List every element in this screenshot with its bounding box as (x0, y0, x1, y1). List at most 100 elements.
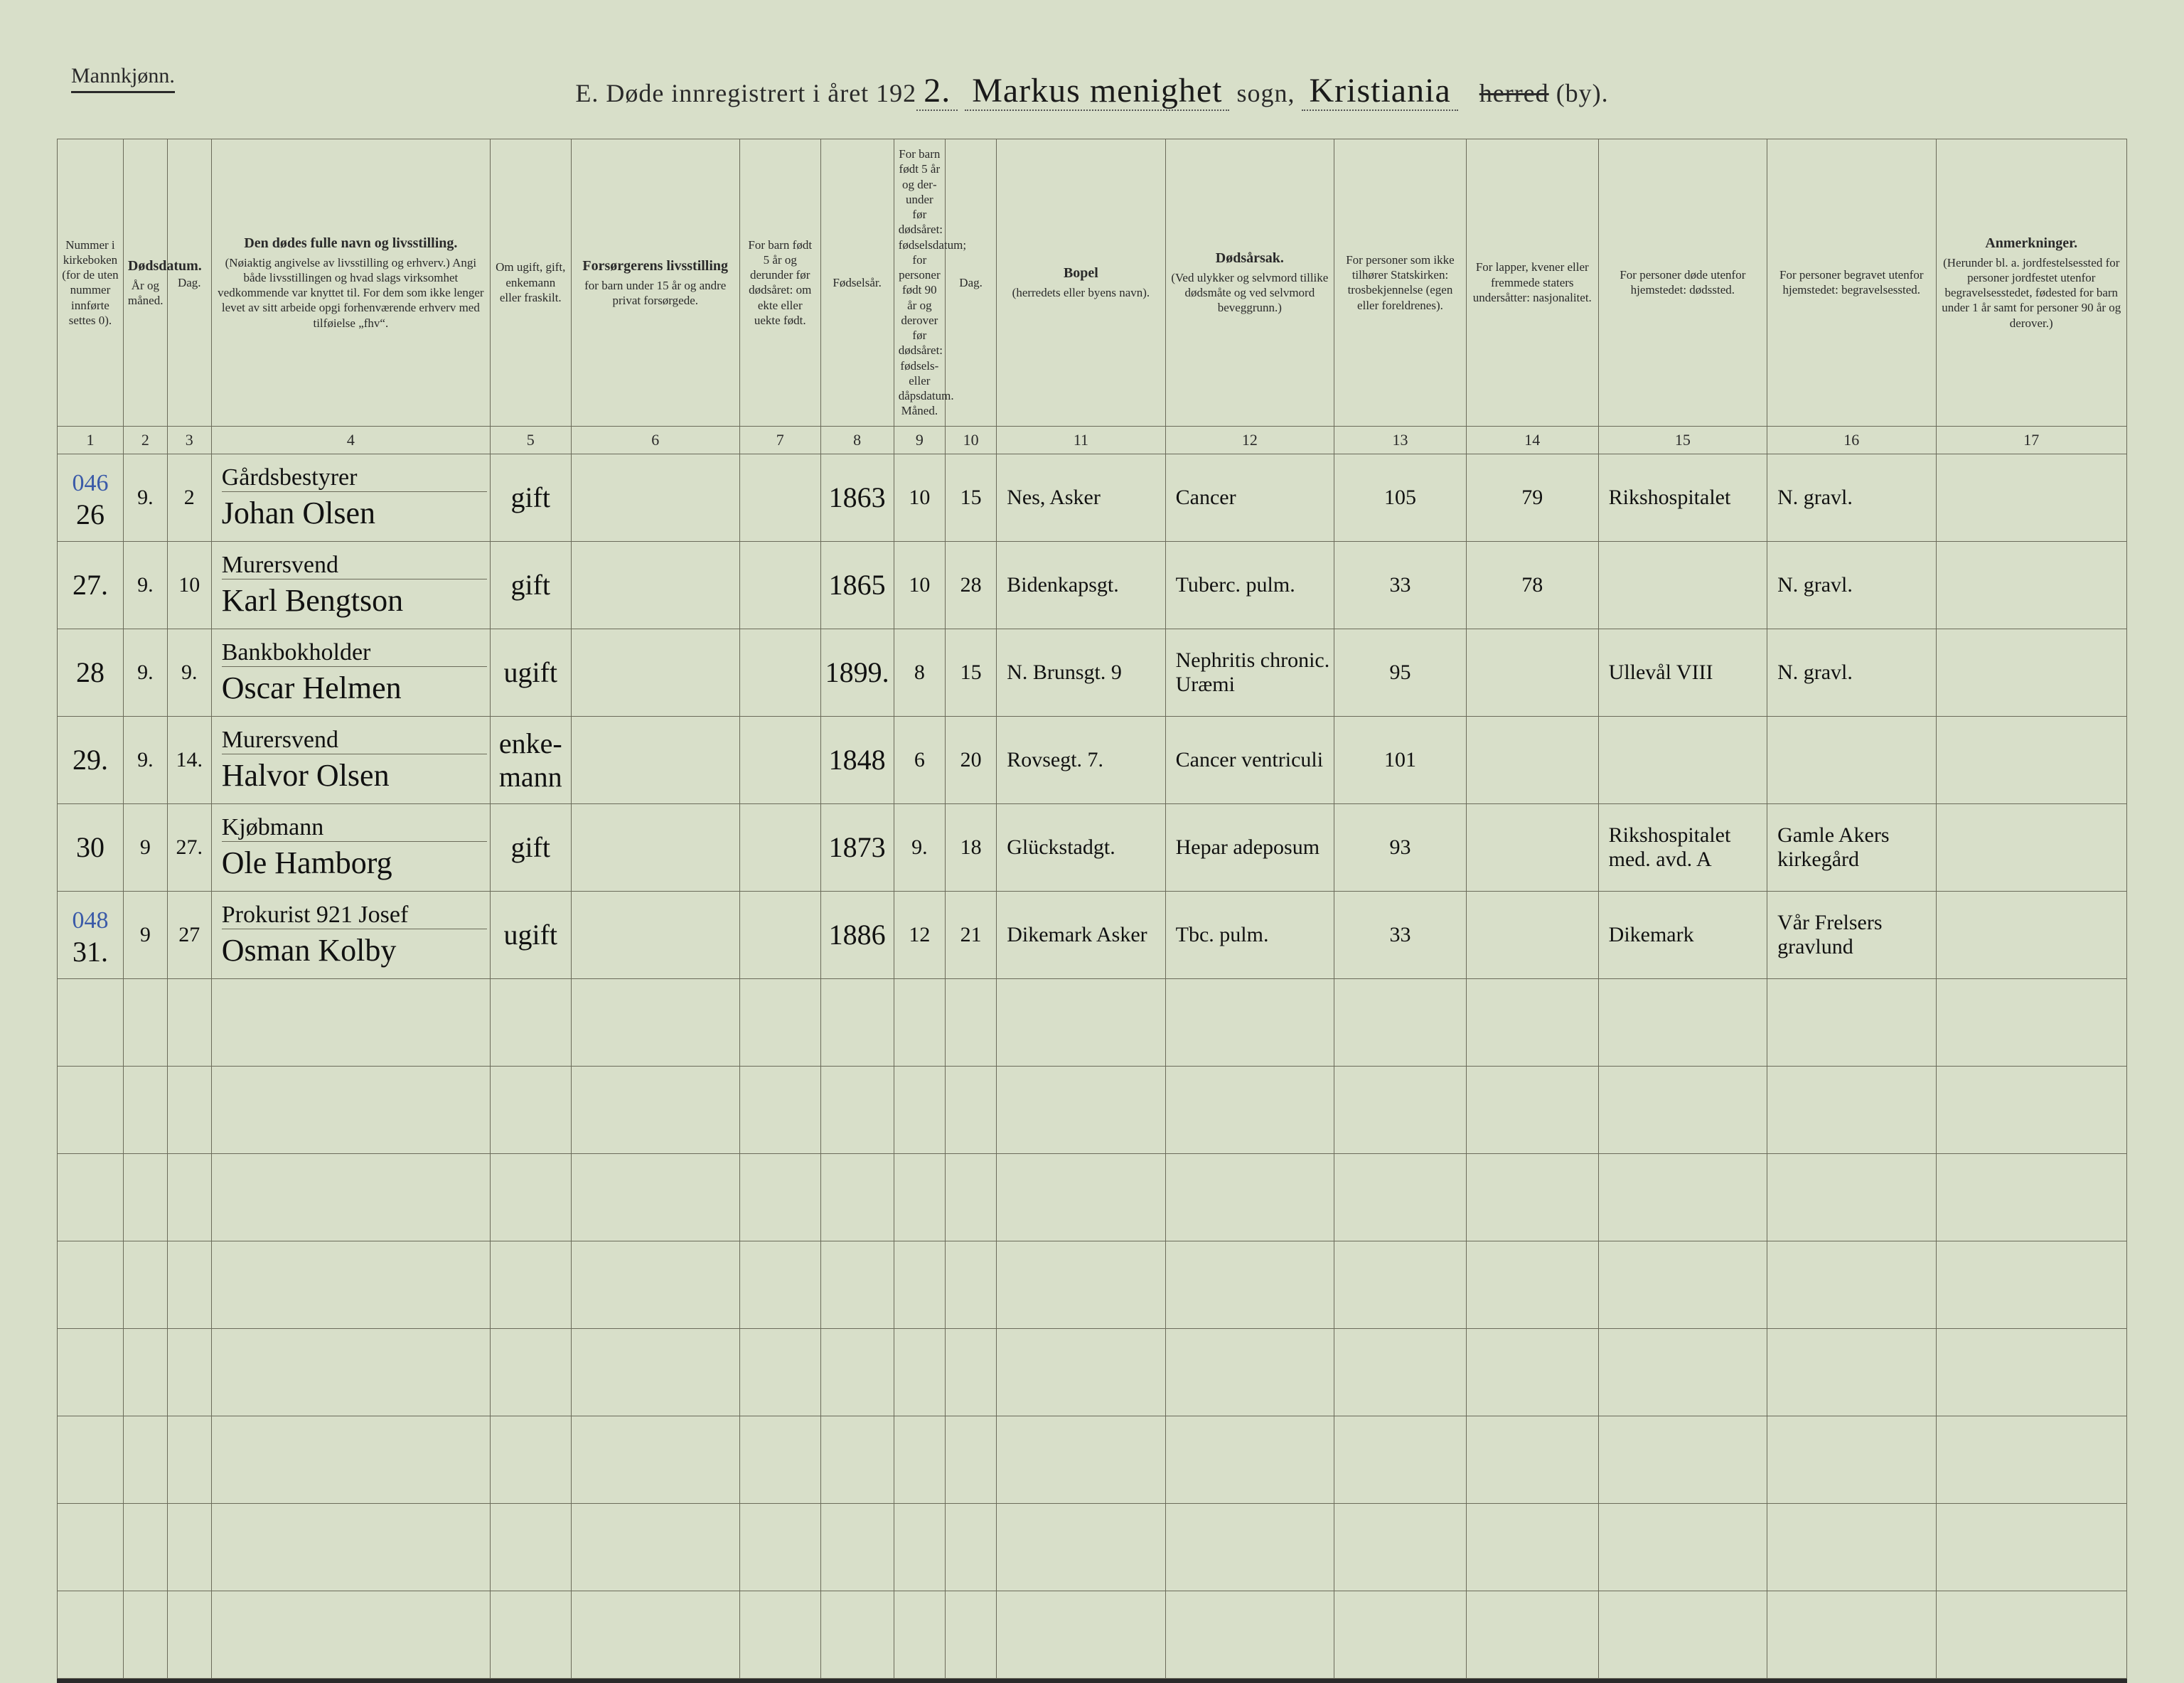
empty-cell (820, 1241, 894, 1328)
occupation: Murersvend (222, 727, 487, 754)
empty-cell (1466, 1591, 1598, 1678)
table-row: 04831.927Prokurist 921 JosefOsman Kolbyu… (58, 891, 2127, 978)
empty-cell (1598, 1241, 1767, 1328)
empty-cell (894, 1328, 945, 1416)
cell-15: Dikemark (1598, 891, 1767, 978)
empty-cell (490, 1503, 571, 1591)
empty-cell (1936, 1066, 2127, 1153)
col-header-17: Anmerkninger. (Herunder bl. a. jord­feste… (1936, 139, 2127, 427)
empty-cell (997, 1066, 1165, 1153)
cell-10: 15 (945, 454, 996, 541)
empty-cell (211, 1503, 490, 1591)
cell-12: Cancer (1165, 454, 1334, 541)
empty-cell (1466, 1416, 1598, 1503)
table-row-empty (58, 1503, 2127, 1591)
cell-15 (1598, 541, 1767, 629)
empty-cell (820, 1066, 894, 1153)
person-name: Oscar Helmen (222, 666, 487, 706)
empty-cell (1334, 1591, 1467, 1678)
empty-cell (58, 1328, 124, 1416)
empty-cell (894, 1241, 945, 1328)
empty-cell (571, 978, 739, 1066)
entry-number: 27. (73, 569, 108, 601)
empty-cell (490, 1591, 571, 1678)
empty-cell (1165, 1416, 1334, 1503)
occupation: Murersvend (222, 552, 487, 579)
col-subtitle: For lapper, kvener eller fremmede stater… (1471, 260, 1594, 305)
empty-cell (1466, 978, 1598, 1066)
empty-cell (820, 978, 894, 1066)
title-prefix: E. Døde innregistrert i året 192 (575, 79, 916, 107)
column-number-row: 1234567891011121314151617 (58, 426, 2127, 454)
empty-cell (167, 1066, 211, 1153)
empty-cell (211, 1416, 490, 1503)
col-num: 13 (1334, 426, 1467, 454)
empty-cell (1466, 1241, 1598, 1328)
empty-cell (490, 1416, 571, 1503)
cell-11: Nes, Asker (997, 454, 1165, 541)
cell-12: Tbc. pulm. (1165, 891, 1334, 978)
occupation: Kjøbmann (222, 814, 487, 841)
col-num: 14 (1466, 426, 1598, 454)
empty-cell (123, 1328, 167, 1416)
empty-cell (58, 1153, 124, 1241)
empty-cell (894, 1503, 945, 1591)
cell-8: 1863 (820, 454, 894, 541)
title-line: E. Døde innregistrert i året 1922. Marku… (57, 71, 2127, 110)
empty-cell (1767, 1066, 1936, 1153)
col-title: Anmerkninger. (1941, 235, 2123, 252)
empty-cell (490, 1241, 571, 1328)
col-num: 12 (1165, 426, 1334, 454)
table-row: 046269.2GårdsbestyrerJohan Olsengift1863… (58, 454, 2127, 541)
col-num: 9 (894, 426, 945, 454)
empty-cell (58, 1503, 124, 1591)
empty-cell (167, 978, 211, 1066)
col-num: 16 (1767, 426, 1936, 454)
col-subtitle: For personer døde utenfor hjemstedet: dø… (1603, 267, 1762, 298)
cell-3: 14. (167, 716, 211, 803)
col-header-3: Dag. (167, 139, 211, 427)
cell-2: 9. (123, 629, 167, 716)
empty-cell (123, 1503, 167, 1591)
cell-3: 9. (167, 629, 211, 716)
empty-cell (945, 1416, 996, 1503)
cell-9: 9. (894, 803, 945, 891)
empty-cell (123, 1066, 167, 1153)
cell-6 (571, 454, 739, 541)
cell-8: 1865 (820, 541, 894, 629)
table-row-empty (58, 1416, 2127, 1503)
col-header-5: Om ugift, gift, enke­mann eller fraskilt… (490, 139, 571, 427)
empty-cell (1165, 1591, 1334, 1678)
empty-cell (945, 1241, 996, 1328)
col-num: 10 (945, 426, 996, 454)
person-name: Karl Bengtson (222, 579, 487, 619)
entry-number: 29. (73, 744, 108, 776)
cell-14 (1466, 803, 1598, 891)
cell-7 (739, 629, 820, 716)
table-row: 289.9.BankbokholderOscar Helmenugift1899… (58, 629, 2127, 716)
person-name: Halvor Olsen (222, 754, 487, 794)
entry-number: 28 (76, 656, 105, 688)
col-subtitle: (Herunder bl. a. jord­festelsessted for … (1941, 255, 2123, 331)
empty-cell (1767, 1153, 1936, 1241)
herred-word: herred (1479, 79, 1549, 107)
cell-9: 10 (894, 454, 945, 541)
cell-2: 9. (123, 541, 167, 629)
empty-cell (1466, 1066, 1598, 1153)
col-subtitle: Om ugift, gift, enke­mann eller fraskilt… (495, 260, 567, 305)
empty-cell (1936, 1416, 2127, 1503)
empty-cell (490, 1066, 571, 1153)
cell-8: 1873 (820, 803, 894, 891)
cell-1: 30 (58, 803, 124, 891)
cell-7 (739, 541, 820, 629)
cell-4: MurersvendHalvor Olsen (211, 716, 490, 803)
cell-9: 8 (894, 629, 945, 716)
empty-cell (1165, 1153, 1334, 1241)
col-subtitle: For personer som ikke tilhører Statskirk… (1339, 252, 1462, 313)
empty-cell (1767, 1503, 1936, 1591)
register-table: Nummer i kirke­boken (for de uten nummer… (57, 139, 2127, 1679)
cell-5: gift (490, 803, 571, 891)
cell-15: Ullevål VIII (1598, 629, 1767, 716)
city-fill: Kristiania (1302, 72, 1457, 111)
entry-number: 30 (76, 831, 105, 863)
